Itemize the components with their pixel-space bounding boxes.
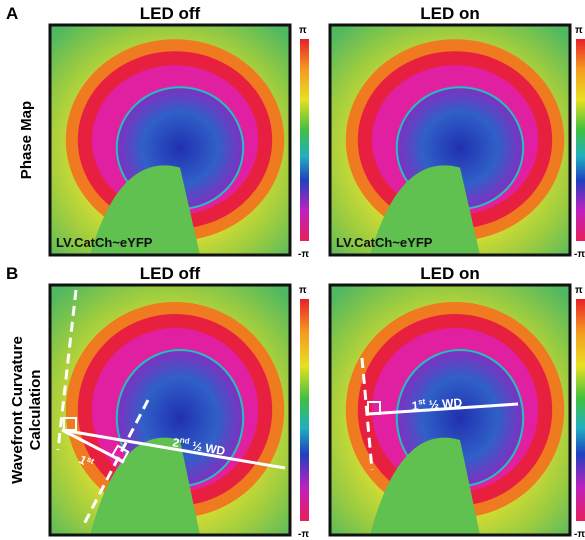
colorbar-bottom: -π	[298, 249, 309, 260]
panel-letter: A	[6, 4, 18, 23]
colorbar-bottom: -π	[298, 529, 309, 540]
row-label: Wavefront CurvatureCalculation	[9, 336, 44, 484]
row-label: Phase Map	[18, 101, 35, 179]
row-label-line: Wavefront Curvature	[9, 336, 26, 484]
colorbar-top: π	[575, 285, 583, 296]
figure: A Phase Map LED off LV.CatCh~eYFP π -π LED on L…	[0, 0, 585, 540]
colorbar-bottom: -π	[574, 529, 585, 540]
map-title: LED off	[140, 264, 201, 283]
row-label-line: Phase Map	[18, 101, 35, 179]
label-rest: ½ WD	[425, 395, 463, 412]
colorbar	[300, 39, 309, 241]
colorbar-top: π	[575, 25, 583, 36]
map-title: LED on	[420, 4, 480, 23]
annotation: LV.CatCh~eYFP	[336, 235, 433, 250]
annotation: LV.CatCh~eYFP	[56, 235, 153, 250]
map-title: LED on	[420, 264, 480, 283]
map-title: LED off	[140, 4, 201, 23]
colorbar-bottom: -π	[574, 249, 585, 260]
colorbar	[576, 39, 585, 241]
colorbar	[300, 299, 309, 521]
row-label-line: Calculation	[27, 370, 44, 451]
panel-letter: B	[6, 264, 18, 283]
colorbar-top: π	[299, 285, 307, 296]
colorbar-top: π	[299, 25, 307, 36]
colorbar	[576, 299, 585, 521]
